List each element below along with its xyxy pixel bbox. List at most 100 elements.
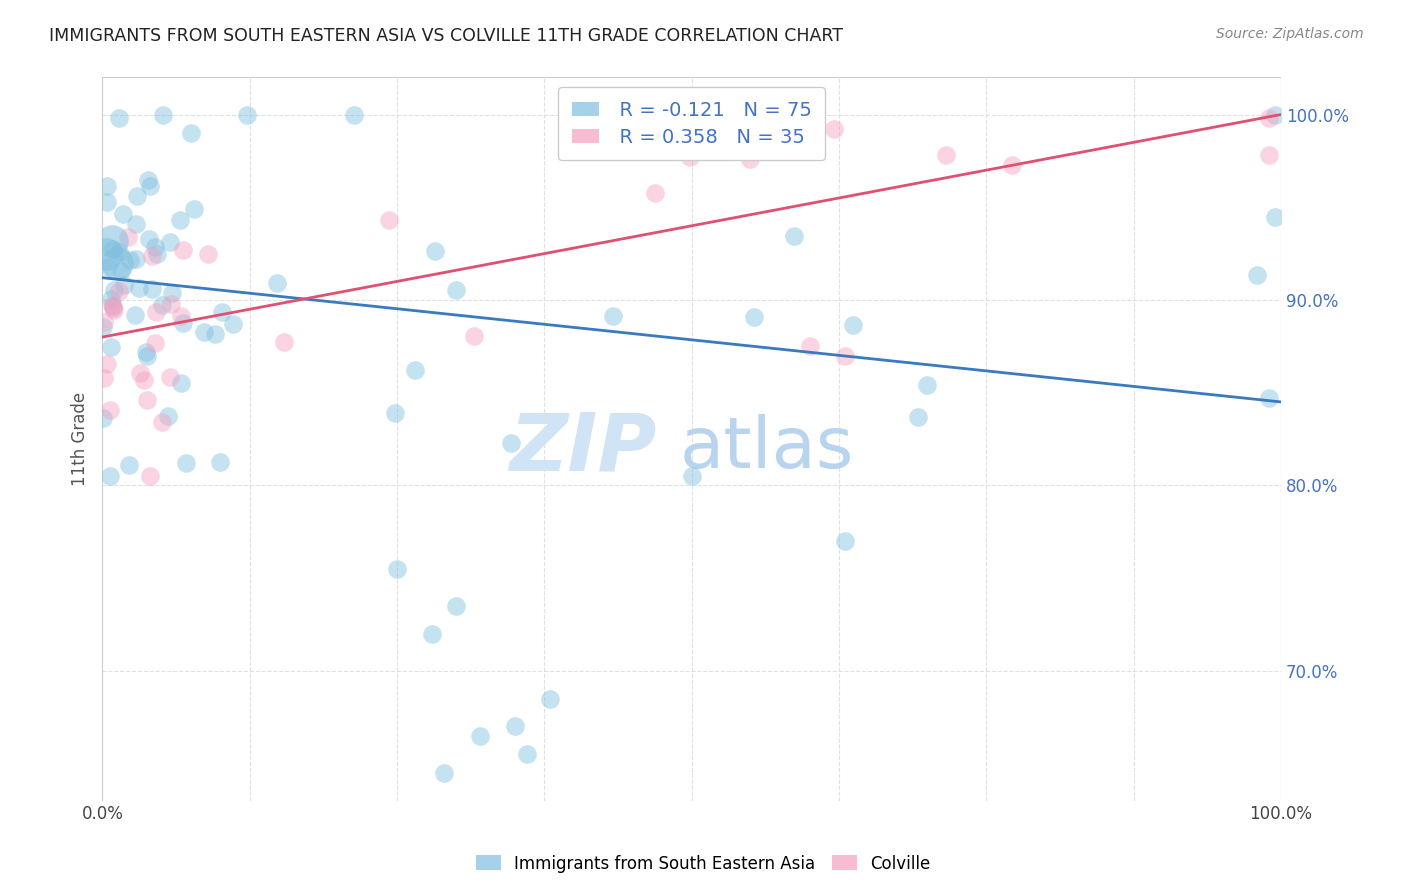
Point xyxy=(681,469,703,483)
Point xyxy=(170,310,193,324)
Point xyxy=(93,371,115,385)
Point xyxy=(172,243,194,257)
Point xyxy=(156,409,179,423)
Point xyxy=(834,534,856,549)
Point xyxy=(124,308,146,322)
Point xyxy=(125,217,148,231)
Point xyxy=(174,456,197,470)
Point xyxy=(423,244,446,258)
Point xyxy=(602,309,624,323)
Point xyxy=(1258,112,1281,126)
Point xyxy=(98,469,121,483)
Point xyxy=(468,729,491,743)
Point xyxy=(834,349,856,363)
Point xyxy=(101,298,124,312)
Point xyxy=(742,310,765,325)
Point xyxy=(236,107,259,121)
Point xyxy=(100,292,122,306)
Point xyxy=(679,151,702,165)
Point xyxy=(101,299,124,313)
Point xyxy=(108,245,131,260)
Point xyxy=(422,626,444,640)
Point xyxy=(433,765,456,780)
Point xyxy=(211,304,233,318)
Point xyxy=(204,327,226,342)
Point xyxy=(160,296,183,310)
Point xyxy=(183,202,205,216)
Point xyxy=(127,189,149,203)
Point xyxy=(172,316,194,330)
Point xyxy=(273,335,295,350)
Point xyxy=(146,247,169,261)
Point xyxy=(1258,391,1281,405)
Point xyxy=(98,403,121,417)
Point xyxy=(499,436,522,450)
Point xyxy=(136,393,159,408)
Point xyxy=(136,173,159,187)
Point xyxy=(783,229,806,244)
Point xyxy=(118,458,141,473)
Point xyxy=(935,148,957,162)
Point xyxy=(97,260,120,275)
Text: ZIP: ZIP xyxy=(509,409,657,487)
Point xyxy=(117,229,139,244)
Point xyxy=(110,264,132,278)
Point xyxy=(91,410,114,425)
Point xyxy=(138,232,160,246)
Point xyxy=(385,562,408,576)
Legend:   R = -0.121   N = 75,   R = 0.358   N = 35: R = -0.121 N = 75, R = 0.358 N = 35 xyxy=(558,87,825,161)
Point xyxy=(150,297,173,311)
Point xyxy=(138,469,160,483)
Point xyxy=(463,328,485,343)
Point xyxy=(101,234,124,248)
Point xyxy=(169,212,191,227)
Point xyxy=(159,370,181,384)
Point xyxy=(141,249,163,263)
Point xyxy=(103,283,125,297)
Point xyxy=(907,409,929,424)
Point xyxy=(799,339,821,353)
Point xyxy=(141,282,163,296)
Point xyxy=(209,455,232,469)
Point xyxy=(823,122,845,136)
Point xyxy=(378,213,401,227)
Point xyxy=(96,194,118,209)
Point xyxy=(96,357,118,371)
Point xyxy=(93,319,115,334)
Point xyxy=(1258,148,1281,162)
Point xyxy=(1264,211,1286,225)
Point xyxy=(94,246,117,260)
Point xyxy=(111,207,134,221)
Text: Source: ZipAtlas.com: Source: ZipAtlas.com xyxy=(1216,27,1364,41)
Point xyxy=(132,373,155,387)
Point xyxy=(101,301,124,315)
Point xyxy=(160,285,183,300)
Point xyxy=(108,284,131,298)
Point xyxy=(384,406,406,420)
Point xyxy=(152,107,174,121)
Point xyxy=(101,242,124,256)
Point xyxy=(193,325,215,339)
Y-axis label: 11th Grade: 11th Grade xyxy=(72,392,89,486)
Point xyxy=(738,152,761,166)
Point xyxy=(125,252,148,266)
Point xyxy=(1246,268,1268,283)
Point xyxy=(105,256,128,270)
Point xyxy=(150,415,173,429)
Point xyxy=(404,363,426,377)
Point xyxy=(343,107,366,121)
Point xyxy=(139,178,162,193)
Point xyxy=(222,317,245,331)
Point xyxy=(917,378,939,392)
Point xyxy=(1001,158,1024,172)
Text: IMMIGRANTS FROM SOUTH EASTERN ASIA VS COLVILLE 11TH GRADE CORRELATION CHART: IMMIGRANTS FROM SOUTH EASTERN ASIA VS CO… xyxy=(49,27,844,45)
Point xyxy=(93,315,115,329)
Point xyxy=(107,111,129,125)
Point xyxy=(136,350,159,364)
Point xyxy=(143,240,166,254)
Point xyxy=(197,247,219,261)
Point xyxy=(644,186,666,200)
Point xyxy=(100,340,122,354)
Point xyxy=(128,281,150,295)
Point xyxy=(503,719,526,733)
